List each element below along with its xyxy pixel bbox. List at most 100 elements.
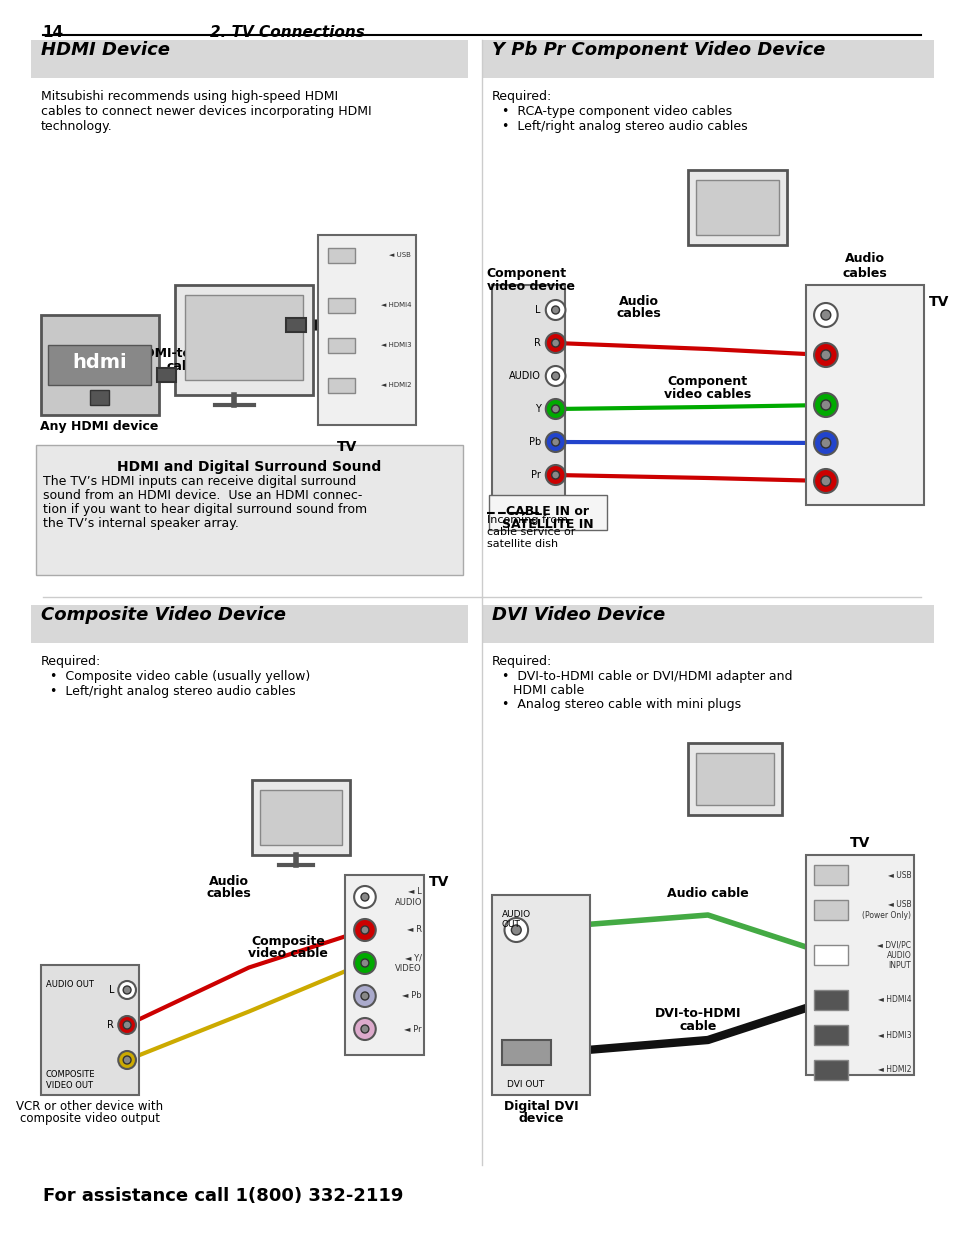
Text: Pr: Pr bbox=[531, 471, 540, 480]
Circle shape bbox=[354, 885, 375, 908]
Circle shape bbox=[821, 350, 830, 359]
Text: HDMI and Digital Surround Sound: HDMI and Digital Surround Sound bbox=[116, 459, 380, 474]
Text: COMPOSITE: COMPOSITE bbox=[46, 1070, 95, 1079]
Text: the TV’s internal speaker array.: the TV’s internal speaker array. bbox=[43, 517, 238, 530]
Circle shape bbox=[545, 333, 565, 353]
Text: Y: Y bbox=[535, 404, 540, 414]
Text: ◄ HDMI4: ◄ HDMI4 bbox=[380, 303, 411, 308]
Text: HDMI-to-HDMI: HDMI-to-HDMI bbox=[135, 347, 234, 359]
Circle shape bbox=[360, 926, 369, 934]
Circle shape bbox=[551, 438, 559, 446]
Text: VIDEO OUT: VIDEO OUT bbox=[46, 1081, 92, 1091]
Text: For assistance call 1(800) 332-2119: For assistance call 1(800) 332-2119 bbox=[43, 1187, 402, 1205]
Circle shape bbox=[118, 1051, 136, 1070]
Text: R: R bbox=[108, 1020, 114, 1030]
Text: video device: video device bbox=[486, 280, 575, 293]
FancyBboxPatch shape bbox=[30, 40, 468, 78]
Text: Y Pb Pr Component Video Device: Y Pb Pr Component Video Device bbox=[491, 41, 824, 59]
Text: TV: TV bbox=[429, 876, 449, 889]
FancyBboxPatch shape bbox=[35, 445, 463, 576]
Text: •  Left/right analog stereo audio cables: • Left/right analog stereo audio cables bbox=[501, 120, 746, 133]
Circle shape bbox=[821, 310, 830, 320]
FancyBboxPatch shape bbox=[805, 285, 923, 505]
Circle shape bbox=[545, 466, 565, 485]
Text: cables: cables bbox=[617, 308, 660, 320]
Circle shape bbox=[118, 981, 136, 999]
Text: Required:: Required: bbox=[491, 655, 552, 668]
Text: video cable: video cable bbox=[248, 947, 328, 960]
FancyBboxPatch shape bbox=[481, 605, 933, 643]
Circle shape bbox=[813, 469, 837, 493]
FancyBboxPatch shape bbox=[813, 945, 847, 965]
Circle shape bbox=[360, 1025, 369, 1032]
Text: AUDIO OUT: AUDIO OUT bbox=[46, 981, 93, 989]
Circle shape bbox=[118, 1016, 136, 1034]
Circle shape bbox=[813, 431, 837, 454]
FancyBboxPatch shape bbox=[327, 298, 355, 312]
Text: L: L bbox=[109, 986, 114, 995]
Text: TV: TV bbox=[849, 836, 869, 850]
FancyBboxPatch shape bbox=[813, 864, 847, 885]
Circle shape bbox=[821, 475, 830, 487]
Circle shape bbox=[545, 399, 565, 419]
FancyBboxPatch shape bbox=[286, 317, 306, 332]
Text: 14: 14 bbox=[43, 25, 64, 40]
Circle shape bbox=[551, 306, 559, 314]
FancyBboxPatch shape bbox=[813, 1060, 847, 1079]
Text: •  RCA-type component video cables: • RCA-type component video cables bbox=[501, 105, 731, 119]
Circle shape bbox=[511, 925, 520, 935]
Text: device: device bbox=[517, 1112, 563, 1125]
FancyBboxPatch shape bbox=[90, 390, 110, 405]
FancyBboxPatch shape bbox=[156, 368, 176, 382]
Text: Composite Video Device: Composite Video Device bbox=[41, 606, 285, 624]
FancyBboxPatch shape bbox=[175, 285, 313, 395]
Text: ◄ HDMI4: ◄ HDMI4 bbox=[877, 995, 910, 1004]
Text: Audio
cables: Audio cables bbox=[841, 252, 886, 280]
Circle shape bbox=[123, 1056, 131, 1065]
Circle shape bbox=[545, 432, 565, 452]
Text: TV: TV bbox=[928, 295, 948, 309]
Text: Digital DVI: Digital DVI bbox=[503, 1100, 578, 1113]
Text: Required:: Required: bbox=[41, 655, 101, 668]
Text: ◄ HDMI3: ◄ HDMI3 bbox=[877, 1030, 910, 1040]
Text: CABLE IN or: CABLE IN or bbox=[506, 505, 589, 517]
Text: •  Left/right analog stereo audio cables: • Left/right analog stereo audio cables bbox=[51, 685, 295, 698]
FancyBboxPatch shape bbox=[345, 876, 423, 1055]
Text: ◄ HDMI2: ◄ HDMI2 bbox=[380, 382, 411, 388]
Text: Audio: Audio bbox=[209, 876, 249, 888]
Text: L: L bbox=[535, 305, 540, 315]
Text: VCR or other device with: VCR or other device with bbox=[16, 1100, 163, 1113]
Text: ◄ L
AUDIO: ◄ L AUDIO bbox=[394, 887, 421, 906]
Text: cable: cable bbox=[679, 1020, 716, 1032]
FancyBboxPatch shape bbox=[327, 248, 355, 263]
Text: ◄ Pr: ◄ Pr bbox=[404, 1025, 421, 1034]
Circle shape bbox=[813, 343, 837, 367]
Circle shape bbox=[813, 303, 837, 327]
Text: DVI-to-HDMI: DVI-to-HDMI bbox=[654, 1007, 740, 1020]
Circle shape bbox=[545, 300, 565, 320]
Text: HDMI Device: HDMI Device bbox=[41, 41, 170, 59]
Text: SATELLITE IN: SATELLITE IN bbox=[501, 517, 593, 531]
Text: HDMI cable: HDMI cable bbox=[513, 684, 584, 697]
Text: •  DVI-to-HDMI cable or DVI/HDMI adapter and: • DVI-to-HDMI cable or DVI/HDMI adapter … bbox=[501, 671, 791, 683]
Circle shape bbox=[551, 372, 559, 380]
Text: R: R bbox=[534, 338, 540, 348]
Text: The TV’s HDMI inputs can receive digital surround: The TV’s HDMI inputs can receive digital… bbox=[43, 475, 355, 488]
Circle shape bbox=[360, 893, 369, 902]
Text: Audio cable: Audio cable bbox=[666, 887, 748, 900]
Text: AUDIO
OUT: AUDIO OUT bbox=[501, 910, 530, 930]
Circle shape bbox=[123, 1021, 131, 1029]
Circle shape bbox=[354, 986, 375, 1007]
Text: Incoming from: Incoming from bbox=[486, 515, 567, 525]
FancyBboxPatch shape bbox=[696, 180, 778, 235]
FancyBboxPatch shape bbox=[252, 781, 350, 855]
Text: Pb: Pb bbox=[528, 437, 540, 447]
Text: ◄ Pb: ◄ Pb bbox=[402, 992, 421, 1000]
Text: ◄ USB: ◄ USB bbox=[389, 252, 411, 258]
Text: Any HDMI device: Any HDMI device bbox=[40, 420, 158, 433]
Circle shape bbox=[354, 1018, 375, 1040]
Text: Component: Component bbox=[486, 267, 566, 280]
Circle shape bbox=[360, 960, 369, 967]
Text: Component: Component bbox=[667, 375, 747, 388]
Text: sound from an HDMI device.  Use an HDMI connec-: sound from an HDMI device. Use an HDMI c… bbox=[43, 489, 361, 501]
